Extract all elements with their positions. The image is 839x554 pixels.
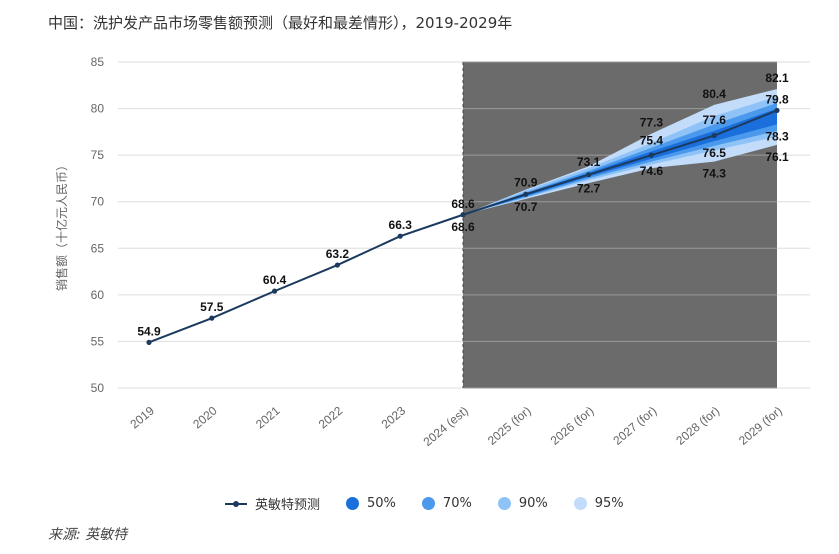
legend-label-forecast: 英敏特预测 <box>255 498 321 513</box>
data-labels: 54.9 57.5 60.4 63.2 66.3 68.6 68.6 70.9 70.7 73.1… <box>137 71 789 338</box>
x-tick-label: 2023 <box>379 403 409 431</box>
y-tick-label: 75 <box>91 148 105 162</box>
x-tick-label: 2024 (est) <box>421 404 471 449</box>
forecast-chart: 54.9 57.5 60.4 63.2 66.3 68.6 68.6 70.9 70.7 73.1… <box>54 55 810 449</box>
data-label: 72.7 <box>577 182 601 196</box>
x-tick-label: 2019 <box>127 403 157 431</box>
data-point <box>586 172 592 178</box>
legend-label-95: 95% <box>594 496 624 511</box>
x-tick-label: 2026 (for) <box>548 404 597 448</box>
dot-70-icon <box>421 497 435 510</box>
legend: 英敏特预测 50% 70% 90% 95% <box>225 494 650 513</box>
source-note: 来源: 英敏特 <box>48 527 128 543</box>
data-point <box>523 191 529 197</box>
legend-label-70: 70% <box>442 496 472 511</box>
data-label: 74.6 <box>640 164 664 178</box>
y-tick-label: 65 <box>91 241 105 255</box>
data-label: 60.4 <box>263 273 287 287</box>
data-point <box>334 262 340 268</box>
data-point <box>272 288 278 294</box>
data-label: 77.3 <box>640 116 664 130</box>
band-95 <box>463 89 777 215</box>
data-label: 70.7 <box>514 200 538 214</box>
data-label: 76.1 <box>765 150 789 164</box>
y-tick-label: 50 <box>91 381 105 395</box>
x-tick-label: 2027 (for) <box>610 404 659 448</box>
dot-90-icon <box>497 497 511 510</box>
legend-item-90[interactable]: 90% <box>497 496 548 511</box>
data-point <box>711 132 717 139</box>
x-tick-label: 2020 <box>190 403 220 431</box>
legend-item-95[interactable]: 95% <box>573 496 624 511</box>
band-50 <box>463 108 777 215</box>
chart-title: 中国：洗护发产品市场零售额预测（最好和最差情形），2019-2029年 <box>48 14 513 32</box>
legend-label-50: 50% <box>367 496 396 511</box>
y-tick-label: 80 <box>91 102 105 116</box>
data-label: 75.4 <box>640 133 664 147</box>
y-axis-label: 销售额（十亿元人民币） <box>54 159 69 291</box>
data-label: 82.1 <box>765 71 789 85</box>
y-tick-label: 85 <box>91 55 105 69</box>
data-label: 76.5 <box>703 146 727 160</box>
band-90 <box>463 96 777 215</box>
confidence-bands <box>463 89 777 215</box>
y-axis-ticks: 50 55 60 65 70 75 80 85 <box>91 55 105 395</box>
y-tick-label: 55 <box>91 334 105 348</box>
legend-label-90: 90% <box>518 496 548 511</box>
band-70 <box>463 102 777 215</box>
data-label: 78.3 <box>765 129 789 143</box>
x-axis-ticks: 2019 2020 2021 2022 2023 2024 (est) 2025 (for)… <box>127 403 784 449</box>
data-label: 70.9 <box>514 175 538 189</box>
legend-item-forecast[interactable]: 英敏特预测 <box>225 494 320 513</box>
data-label: 68.6 <box>451 197 475 211</box>
dot-95-icon <box>573 497 587 510</box>
data-label: 54.9 <box>137 324 161 338</box>
y-tick-label: 70 <box>91 195 105 209</box>
line-points <box>146 107 780 345</box>
data-label: 68.6 <box>451 220 475 234</box>
legend-item-50[interactable]: 50% <box>346 496 396 511</box>
data-point <box>648 152 655 158</box>
x-tick-label: 2029 (for) <box>736 404 785 448</box>
x-tick-label: 2028 (for) <box>673 404 722 448</box>
x-tick-label: 2022 <box>316 403 346 431</box>
data-point <box>460 212 466 218</box>
x-tick-label: 2021 <box>253 403 283 431</box>
data-point <box>146 339 152 345</box>
data-label: 79.8 <box>765 92 789 106</box>
data-point <box>397 233 403 239</box>
data-label: 57.5 <box>200 300 224 314</box>
data-point <box>209 315 215 321</box>
data-label: 66.3 <box>389 218 413 232</box>
dot-50-icon <box>346 497 360 510</box>
x-tick-label: 2025 (for) <box>485 404 534 448</box>
data-label: 63.2 <box>326 247 350 261</box>
data-point <box>774 107 780 114</box>
data-label: 80.4 <box>703 87 727 101</box>
line-marker-icon <box>225 500 247 507</box>
legend-item-70[interactable]: 70% <box>421 496 472 511</box>
y-tick-label: 60 <box>91 288 105 302</box>
data-label: 73.1 <box>577 155 601 169</box>
data-label: 77.6 <box>703 113 727 127</box>
data-label: 74.3 <box>703 167 727 181</box>
